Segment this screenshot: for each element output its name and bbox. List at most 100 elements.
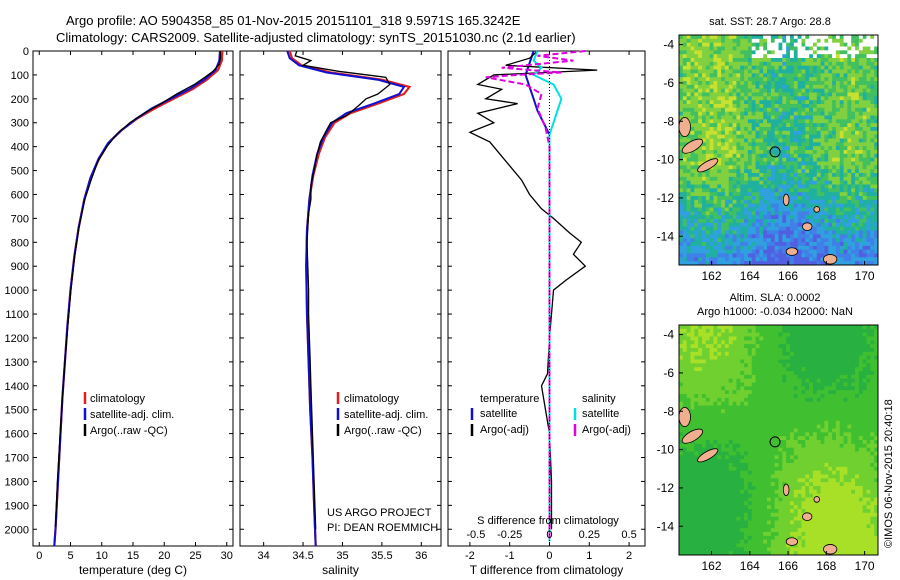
map-cell bbox=[767, 46, 772, 51]
map-cell bbox=[698, 238, 703, 243]
map-cell bbox=[855, 390, 860, 395]
map-cell bbox=[782, 401, 787, 406]
map-cell bbox=[847, 153, 852, 159]
map-cell bbox=[828, 192, 833, 197]
map-cell bbox=[724, 77, 730, 82]
map-cell bbox=[805, 336, 810, 341]
map-cell bbox=[721, 81, 726, 86]
map-cell bbox=[759, 355, 764, 360]
map-cell bbox=[789, 100, 795, 105]
map-cell bbox=[721, 127, 726, 132]
map-cell bbox=[789, 401, 795, 406]
map-cell bbox=[747, 417, 753, 422]
map-cell bbox=[866, 127, 871, 132]
map-cell bbox=[744, 382, 749, 387]
map-cell bbox=[721, 130, 726, 136]
map-cell bbox=[797, 169, 802, 174]
map-cell bbox=[732, 104, 737, 109]
map-cell bbox=[701, 203, 707, 208]
map-cell bbox=[694, 73, 699, 78]
map-cell bbox=[789, 432, 795, 437]
map-cell bbox=[759, 38, 764, 44]
map-cell bbox=[805, 340, 810, 345]
map-cell bbox=[679, 348, 684, 353]
map-cell bbox=[843, 394, 848, 399]
map-cell bbox=[809, 328, 814, 334]
map-cell bbox=[843, 61, 848, 67]
map-cell bbox=[694, 409, 699, 414]
map-cell bbox=[705, 119, 711, 124]
map-cell bbox=[824, 420, 829, 426]
map-cell bbox=[793, 432, 799, 437]
map-cell bbox=[797, 38, 802, 44]
map-cell bbox=[805, 401, 810, 406]
map-cell bbox=[721, 104, 726, 109]
map-cell bbox=[717, 69, 722, 74]
map-cell bbox=[709, 238, 714, 243]
map-cell bbox=[724, 397, 730, 403]
map-cell bbox=[832, 371, 837, 376]
map-cell bbox=[797, 390, 802, 395]
map-cell bbox=[835, 332, 841, 337]
map-cell bbox=[793, 340, 799, 345]
map-cell bbox=[797, 65, 802, 70]
map-cell bbox=[870, 38, 875, 44]
map-cell bbox=[755, 42, 760, 47]
map-cell bbox=[862, 328, 867, 334]
map-cell bbox=[832, 192, 837, 197]
map-cell bbox=[866, 371, 871, 376]
map-cell bbox=[866, 123, 871, 128]
map-cell bbox=[728, 215, 733, 220]
map-cell bbox=[679, 84, 684, 90]
map-cell bbox=[694, 81, 699, 86]
map-cell bbox=[843, 249, 848, 254]
map-cell bbox=[740, 234, 745, 239]
map-cell bbox=[679, 180, 684, 185]
map-cell bbox=[870, 150, 875, 155]
map-cell bbox=[682, 397, 688, 403]
map-cell bbox=[797, 371, 802, 376]
map-cell bbox=[686, 203, 691, 208]
map-cell bbox=[855, 150, 860, 155]
map-cell bbox=[767, 96, 772, 101]
map-cell bbox=[751, 413, 756, 418]
series-line bbox=[468, 50, 598, 530]
map-cell bbox=[713, 215, 718, 220]
map-cell bbox=[728, 397, 733, 403]
map-cell bbox=[759, 192, 764, 197]
map-cell bbox=[801, 344, 806, 349]
map-cell bbox=[832, 420, 837, 426]
map-cell bbox=[728, 84, 733, 90]
map-cell bbox=[782, 367, 787, 372]
map-cell bbox=[709, 196, 714, 201]
map-cell bbox=[816, 161, 821, 166]
map-cell bbox=[767, 104, 772, 109]
map-cell bbox=[843, 417, 848, 422]
map-cell bbox=[721, 203, 726, 208]
map-cell bbox=[770, 104, 776, 109]
y-tick-label: 1100 bbox=[5, 309, 29, 321]
map-cell bbox=[843, 38, 848, 44]
map-cell bbox=[713, 50, 718, 55]
map-cell bbox=[816, 390, 821, 395]
map-cell bbox=[686, 348, 691, 353]
map-cell bbox=[694, 405, 699, 410]
map-cell bbox=[839, 432, 844, 437]
map-cell bbox=[736, 417, 741, 422]
map-cell bbox=[713, 153, 718, 159]
map-cell bbox=[793, 253, 799, 258]
map-cell bbox=[694, 199, 699, 205]
map-cell bbox=[694, 397, 699, 403]
map-cell bbox=[874, 196, 879, 201]
map-cell bbox=[809, 340, 814, 345]
map-cell bbox=[778, 219, 783, 224]
map-cell bbox=[698, 211, 703, 216]
map-cell bbox=[835, 382, 841, 387]
map-cell bbox=[717, 138, 722, 143]
map-cell bbox=[816, 88, 821, 93]
map-cell bbox=[789, 378, 795, 383]
map-cell bbox=[709, 169, 714, 174]
map-cell bbox=[809, 184, 814, 189]
map-cell bbox=[736, 413, 741, 418]
map-cell bbox=[721, 215, 726, 220]
